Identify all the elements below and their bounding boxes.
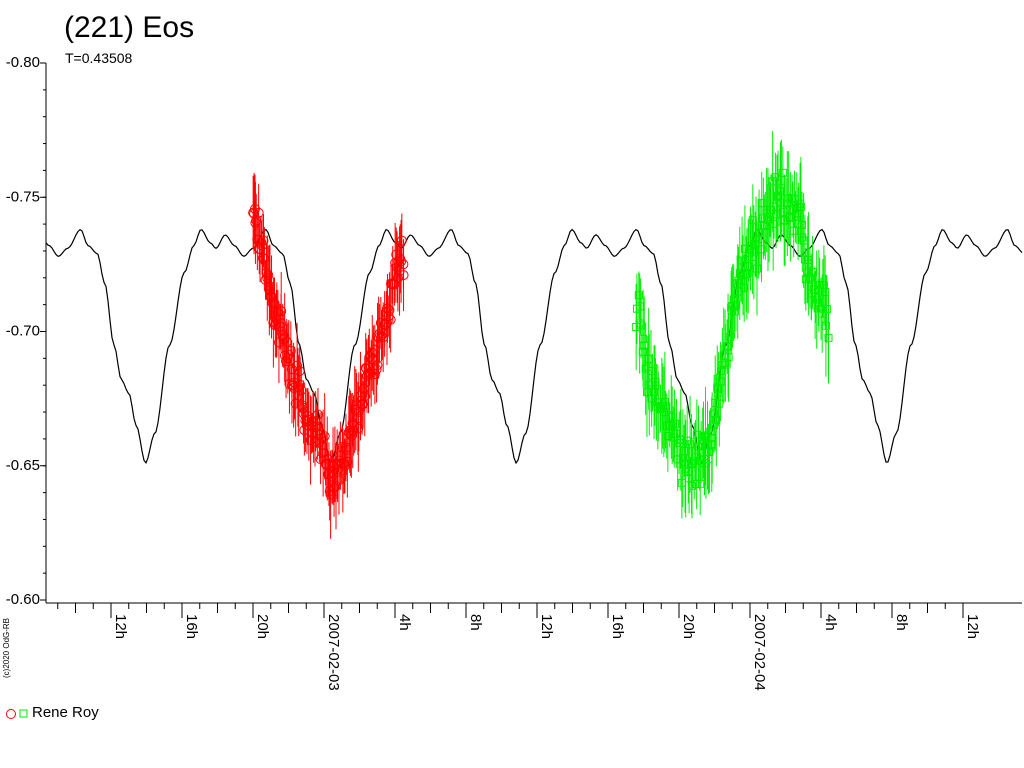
x-tick-label: 8h bbox=[467, 614, 484, 631]
data-point bbox=[668, 421, 677, 430]
data-point bbox=[715, 399, 724, 408]
model-curve-line bbox=[45, 228, 1023, 465]
data-point bbox=[258, 235, 269, 246]
x-tick-label: 2007-02-04 bbox=[751, 614, 768, 691]
data-point bbox=[812, 295, 821, 304]
data-point bbox=[374, 328, 385, 339]
data-point bbox=[382, 303, 393, 314]
data-point bbox=[821, 288, 830, 297]
data-point bbox=[755, 228, 764, 237]
data-point bbox=[718, 360, 727, 369]
x-tick-label: 8h bbox=[893, 614, 910, 631]
data-point bbox=[727, 306, 736, 315]
data-point bbox=[692, 430, 701, 439]
data-point bbox=[724, 353, 733, 362]
data-point bbox=[660, 398, 669, 407]
data-point bbox=[796, 202, 805, 211]
y-tick-label: -0.70 bbox=[6, 323, 40, 340]
legend: Rene Roy bbox=[4, 704, 99, 721]
data-point bbox=[359, 391, 370, 402]
data-point bbox=[687, 481, 696, 490]
data-point bbox=[651, 377, 660, 386]
data-point bbox=[726, 332, 735, 341]
data-point bbox=[824, 333, 833, 342]
data-point bbox=[810, 285, 819, 294]
data-point bbox=[276, 306, 287, 317]
data-point bbox=[738, 256, 747, 265]
data-point bbox=[385, 314, 396, 325]
data-point bbox=[347, 425, 358, 436]
data-point bbox=[398, 270, 409, 281]
data-point bbox=[822, 304, 831, 313]
y-tick-label: -0.60 bbox=[6, 591, 40, 608]
data-point bbox=[696, 479, 705, 488]
y-tick-label: -0.65 bbox=[6, 457, 40, 474]
data-point bbox=[634, 291, 643, 300]
data-point bbox=[771, 173, 780, 182]
data-point bbox=[311, 421, 322, 432]
data-point bbox=[263, 270, 274, 281]
data-point bbox=[261, 267, 272, 278]
data-point bbox=[358, 399, 369, 410]
data-point bbox=[294, 366, 305, 377]
data-point bbox=[319, 431, 330, 442]
data-point bbox=[295, 379, 306, 390]
y-tick-label: -0.80 bbox=[6, 54, 40, 71]
data-point bbox=[778, 168, 787, 177]
data-point bbox=[396, 235, 407, 246]
data-point bbox=[816, 304, 825, 313]
x-tick-label: 4h bbox=[822, 614, 839, 631]
data-point bbox=[798, 233, 807, 242]
data-point bbox=[253, 207, 264, 218]
copyright-note: (c)2020 OdG-RB bbox=[2, 617, 11, 678]
legend-label: Rene Roy bbox=[32, 704, 99, 721]
data-point bbox=[808, 268, 817, 277]
data-point bbox=[257, 240, 268, 251]
data-point bbox=[369, 369, 380, 380]
data-point bbox=[821, 321, 830, 330]
data-point bbox=[805, 273, 814, 282]
data-point bbox=[690, 457, 699, 466]
data-point bbox=[384, 305, 395, 316]
x-tick-label: 12h bbox=[964, 614, 981, 639]
x-tick-label: 20h bbox=[254, 614, 271, 639]
data-point bbox=[740, 283, 749, 292]
data-point bbox=[694, 442, 703, 451]
x-tick-label: 4h bbox=[396, 614, 413, 631]
data-point bbox=[799, 236, 808, 245]
data-point bbox=[389, 279, 400, 290]
data-point bbox=[251, 215, 262, 226]
data-point bbox=[801, 275, 810, 284]
data-point bbox=[312, 409, 323, 420]
legend-markers-icon bbox=[6, 708, 28, 719]
chart-subtitle: T=0.43508 bbox=[65, 50, 133, 66]
x-tick-label: 20h bbox=[680, 614, 697, 639]
x-tick-label: 16h bbox=[609, 614, 626, 639]
data-point bbox=[366, 368, 377, 379]
x-tick-label: 2007-02-03 bbox=[325, 614, 342, 691]
x-tick-label: 12h bbox=[112, 614, 129, 639]
y-tick-label: -0.75 bbox=[6, 188, 40, 205]
data-point bbox=[393, 256, 404, 267]
data-point bbox=[803, 268, 812, 277]
data-point bbox=[752, 264, 761, 273]
data-point bbox=[285, 345, 296, 356]
data-point bbox=[396, 256, 407, 267]
x-tick-label: 16h bbox=[183, 614, 200, 639]
data-point bbox=[371, 364, 382, 375]
x-tick-label: 12h bbox=[538, 614, 555, 639]
chart-title: (221) Eos bbox=[64, 11, 195, 44]
data-point bbox=[686, 440, 695, 449]
